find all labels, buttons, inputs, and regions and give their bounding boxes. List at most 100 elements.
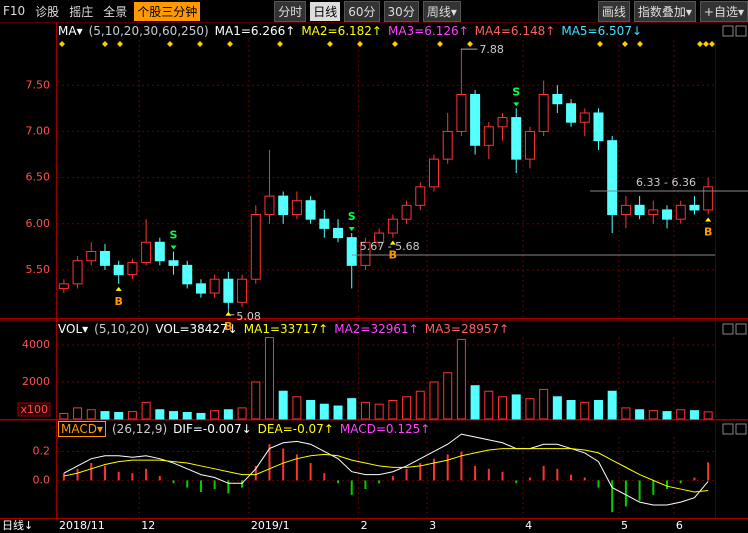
candle-body (456, 93, 467, 132)
candle-body (319, 218, 330, 229)
candle-body (99, 251, 110, 266)
signal: S (170, 229, 178, 242)
volume-bar (73, 407, 83, 420)
header-item: MA1=33717↑ (243, 321, 329, 336)
candle-body (127, 262, 138, 276)
candle-body (346, 237, 357, 266)
y-tick-label: 0.0 (33, 473, 51, 486)
unit-box (17, 402, 51, 417)
volume-bar (415, 390, 425, 420)
header-item: MA1=6.266↑ (214, 23, 296, 38)
header-item: MA4=6.148↑ (474, 23, 556, 38)
y-tick-label: 2000 (22, 375, 50, 388)
volume-bar (86, 409, 96, 420)
candle-body (442, 130, 453, 160)
y-tick-label: 5.50 (26, 263, 51, 276)
volume-bar (676, 409, 686, 420)
panel-icon (735, 323, 747, 335)
candle-body (154, 241, 165, 262)
spacer (465, 10, 594, 12)
volume-bar (360, 401, 370, 420)
volume-bar (169, 411, 179, 420)
volume-bar (456, 338, 466, 420)
candle-body (86, 251, 97, 262)
event-marker (392, 41, 398, 47)
y-tick-label: 0.2 (33, 444, 51, 457)
volume-bar (388, 399, 398, 420)
volume-bar (621, 407, 631, 420)
event-marker (622, 41, 628, 47)
signal-arrow (705, 217, 712, 222)
candle-body (360, 241, 371, 266)
candle-body (497, 117, 508, 128)
x-tick-label: 6 (676, 519, 683, 532)
header-item: MA3=6.126↑ (388, 23, 469, 38)
annotation: 6.33 - 6.36 (636, 176, 696, 189)
signal: S (348, 210, 356, 223)
header-item: MACD=0.125↑ (339, 421, 431, 436)
x-tick-label: 2018/11 (59, 519, 105, 532)
volume-bar (127, 411, 137, 420)
toolbar-button[interactable]: 诊股 (35, 4, 60, 19)
volume-bar (484, 390, 494, 420)
header-item: (5,10,20,30,60,250) (88, 23, 209, 38)
toolbar-button[interactable]: +自选▾ (699, 0, 748, 22)
signal: S (512, 85, 520, 98)
header-item: (5,10,20) (94, 321, 150, 336)
panel-icon (735, 25, 747, 37)
signal: B (389, 249, 397, 262)
period-tab[interactable]: 60分 (344, 0, 380, 22)
candle-body (538, 93, 549, 132)
y-tick-label: 6.00 (26, 217, 51, 230)
header-item[interactable]: MA▾ (58, 23, 83, 38)
candle-body (333, 227, 344, 239)
event-marker (597, 41, 603, 47)
x-tick-label: 5 (621, 519, 628, 532)
header-item: MA2=32961↑ (334, 321, 419, 336)
candle-body (662, 209, 673, 220)
toolbar-button[interactable]: 全景 (103, 4, 128, 19)
macd-line (63, 433, 709, 506)
period-tab[interactable]: 周线▾ (422, 0, 461, 22)
spacer (204, 10, 270, 12)
volume-bar (333, 405, 343, 420)
toolbar-highlight[interactable]: 个股三分钟 (134, 1, 201, 21)
volume-bar (552, 396, 562, 420)
header-item[interactable]: MACD▾ (58, 420, 106, 437)
volume-bar (278, 390, 288, 420)
signal-arrow (389, 240, 396, 245)
period-tab[interactable]: 分时 (274, 0, 307, 22)
candle-body (223, 278, 234, 303)
volume-bar (319, 403, 329, 420)
event-marker (437, 41, 443, 47)
candle-body (415, 186, 426, 206)
candle-body (58, 283, 69, 289)
signal-arrow (348, 227, 355, 232)
volume-bar (566, 399, 576, 420)
candle-body (483, 126, 494, 146)
period-tab[interactable]: 日线 (310, 1, 341, 21)
period-tab[interactable]: 30分 (383, 0, 419, 22)
event-marker (167, 41, 173, 47)
toolbar-button[interactable]: 摇庄 (69, 4, 94, 19)
volume-bar (100, 411, 110, 420)
candle-body (703, 186, 714, 211)
volume-bar (292, 396, 302, 420)
toolbar: F10 诊股 摇庄 全景 个股三分钟 分时 日线 60分 30分 周线▾ 画线 指数叠加▾ +自选▾ (0, 0, 748, 22)
candle-body (168, 260, 179, 266)
volume-bar (196, 412, 206, 420)
candle-body (141, 241, 152, 264)
volume-bar (648, 410, 658, 420)
toolbar-button[interactable]: 画线 (597, 0, 630, 22)
toolbar-button[interactable]: 指数叠加▾ (633, 0, 696, 22)
volume-bar (539, 388, 549, 420)
candle-body (72, 260, 83, 285)
event-marker (467, 41, 473, 47)
annotation: 5.08 (236, 310, 261, 323)
signal: B (114, 295, 122, 308)
header-item[interactable]: VOL▾ (58, 321, 89, 336)
event-marker (277, 41, 283, 47)
background (0, 22, 748, 533)
volume-bar (223, 409, 233, 420)
toolbar-button[interactable]: F10 (3, 4, 26, 18)
